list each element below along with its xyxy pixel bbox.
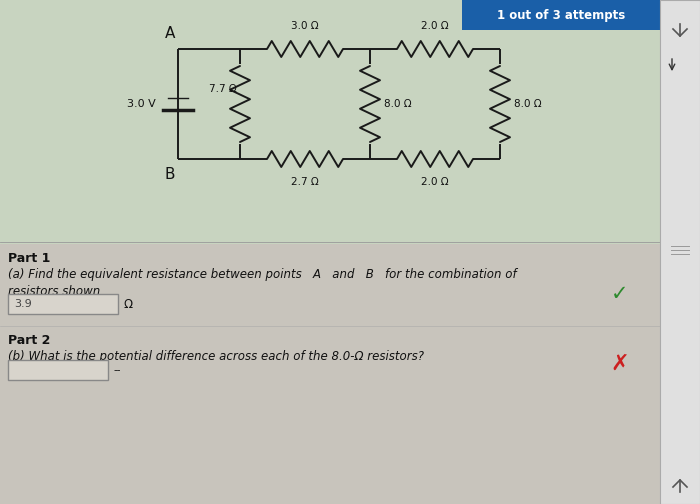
Text: 3.9: 3.9 (14, 299, 32, 309)
Text: A: A (164, 26, 175, 41)
Text: 8.0 Ω: 8.0 Ω (384, 99, 412, 109)
Text: 7.7 Ω: 7.7 Ω (209, 84, 237, 94)
Bar (8, 294, 118, 314)
Bar (660, 0, 700, 504)
Text: --: -- (114, 365, 122, 375)
Bar (8, 360, 108, 380)
Bar (462, 0, 660, 30)
Text: 2.0 Ω: 2.0 Ω (421, 177, 449, 187)
Text: 3.0 V: 3.0 V (127, 99, 156, 109)
Text: 1 out of 3 attempts: 1 out of 3 attempts (497, 9, 625, 22)
Text: Part 2: Part 2 (8, 334, 50, 347)
Text: ✗: ✗ (610, 354, 629, 374)
Text: ✓: ✓ (611, 284, 629, 304)
Text: 2.0 Ω: 2.0 Ω (421, 21, 449, 31)
Text: Part 1: Part 1 (8, 252, 50, 265)
Text: Ω: Ω (124, 297, 133, 310)
Text: 8.0 Ω: 8.0 Ω (514, 99, 542, 109)
Text: B: B (164, 167, 175, 182)
Text: 2.7 Ω: 2.7 Ω (291, 177, 319, 187)
Bar (0, 244, 660, 504)
Text: (b) What is the potential difference across each of the 8.0-Ω resistors?: (b) What is the potential difference acr… (8, 350, 424, 363)
Text: resistors shown.: resistors shown. (8, 285, 104, 298)
Bar (0, 0, 660, 244)
Text: (a) Find the equivalent resistance between points   A   and   B   for the combin: (a) Find the equivalent resistance betwe… (8, 268, 517, 281)
Text: 3.0 Ω: 3.0 Ω (291, 21, 318, 31)
